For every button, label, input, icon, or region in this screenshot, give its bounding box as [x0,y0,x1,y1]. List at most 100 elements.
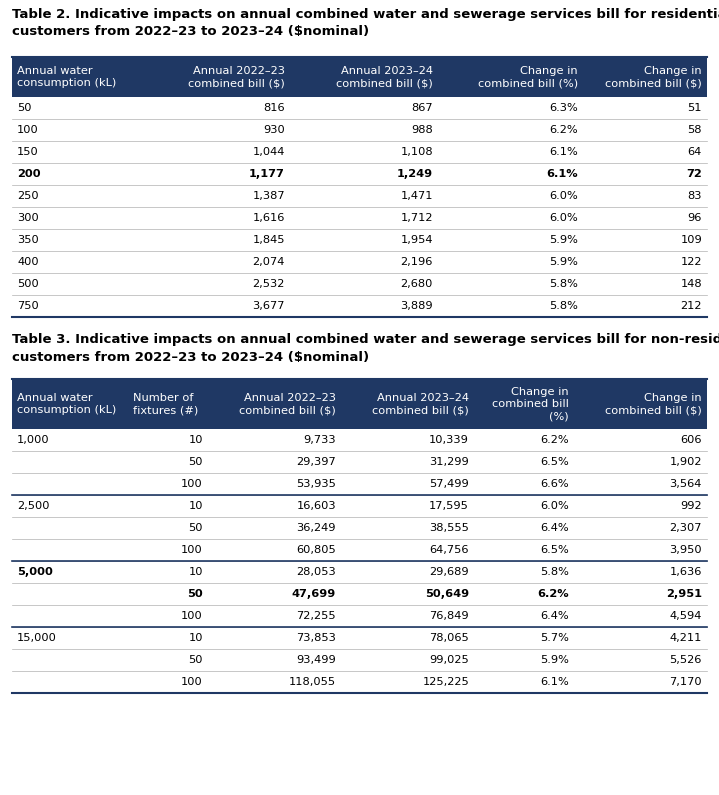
Text: 83: 83 [687,191,702,201]
Text: 50: 50 [187,589,203,599]
Text: 76,849: 76,849 [429,611,469,621]
Text: 816: 816 [263,103,285,113]
Text: 1,902: 1,902 [669,457,702,467]
Text: 150: 150 [17,147,39,157]
Text: 3,889: 3,889 [400,301,433,311]
Text: 3,950: 3,950 [669,545,702,555]
Text: 6.4%: 6.4% [541,523,569,533]
Text: 5.8%: 5.8% [540,567,569,577]
Text: 28,053: 28,053 [296,567,336,577]
Text: 122: 122 [680,257,702,267]
Text: 10: 10 [188,633,203,643]
Text: 148: 148 [680,279,702,289]
Text: 992: 992 [680,501,702,511]
Text: 2,951: 2,951 [666,589,702,599]
Text: 47,699: 47,699 [292,589,336,599]
Text: Table 3. Indicative impacts on annual combined water and sewerage services bill : Table 3. Indicative impacts on annual co… [12,333,719,363]
Text: 1,845: 1,845 [252,235,285,245]
Text: 1,712: 1,712 [400,213,433,223]
Text: Change in
combined bill
(%): Change in combined bill (%) [492,386,569,421]
Text: 1,249: 1,249 [397,169,433,179]
Text: 38,555: 38,555 [429,523,469,533]
Text: 57,499: 57,499 [429,479,469,489]
Text: 100: 100 [181,545,203,555]
Text: 64,756: 64,756 [429,545,469,555]
Text: 5,000: 5,000 [17,567,53,577]
Text: 78,065: 78,065 [429,633,469,643]
Text: 100: 100 [17,125,39,135]
Text: 16,603: 16,603 [296,501,336,511]
Text: 5.8%: 5.8% [549,279,578,289]
Text: 606: 606 [680,435,702,445]
Text: 5.9%: 5.9% [540,655,569,665]
Text: 6.5%: 6.5% [540,545,569,555]
Text: 29,397: 29,397 [296,457,336,467]
Text: 29,689: 29,689 [429,567,469,577]
Text: 10: 10 [188,435,203,445]
Text: 60,805: 60,805 [296,545,336,555]
Text: 6.0%: 6.0% [549,213,578,223]
Text: 5.8%: 5.8% [549,301,578,311]
Text: 750: 750 [17,301,39,311]
Text: 10: 10 [188,501,203,511]
Text: 3,564: 3,564 [669,479,702,489]
Text: 2,074: 2,074 [252,257,285,267]
Text: 6.0%: 6.0% [540,501,569,511]
Text: 10,339: 10,339 [429,435,469,445]
Text: 58: 58 [687,125,702,135]
Text: 6.3%: 6.3% [549,103,578,113]
Text: 250: 250 [17,191,39,201]
Text: Annual 2023–24
combined bill ($): Annual 2023–24 combined bill ($) [372,393,469,415]
Text: 3,677: 3,677 [252,301,285,311]
Text: 1,954: 1,954 [400,235,433,245]
Text: Annual water
consumption (kL): Annual water consumption (kL) [17,393,116,415]
Text: 1,177: 1,177 [249,169,285,179]
Text: 1,471: 1,471 [400,191,433,201]
Text: 2,307: 2,307 [669,523,702,533]
Text: 1,616: 1,616 [252,213,285,223]
Text: 125,225: 125,225 [422,677,469,687]
Text: 5.9%: 5.9% [549,257,578,267]
Text: 53,935: 53,935 [296,479,336,489]
Text: 6.2%: 6.2% [549,125,578,135]
Text: 2,680: 2,680 [400,279,433,289]
Text: 50: 50 [17,103,32,113]
Text: 400: 400 [17,257,39,267]
Text: 6.4%: 6.4% [541,611,569,621]
Text: 72: 72 [686,169,702,179]
Text: 99,025: 99,025 [429,655,469,665]
Text: 100: 100 [181,479,203,489]
Text: 96: 96 [687,213,702,223]
Text: 17,595: 17,595 [429,501,469,511]
Text: 1,636: 1,636 [669,567,702,577]
Text: 4,211: 4,211 [669,633,702,643]
Text: 36,249: 36,249 [296,523,336,533]
Text: 2,532: 2,532 [252,279,285,289]
Text: 10: 10 [188,567,203,577]
Text: 350: 350 [17,235,39,245]
Bar [12,379,707,429]
Text: 300: 300 [17,213,39,223]
Text: 6.5%: 6.5% [540,457,569,467]
Text: Number of
fixtures (#): Number of fixtures (#) [133,393,198,415]
Text: 72,255: 72,255 [296,611,336,621]
Text: Change in
combined bill ($): Change in combined bill ($) [605,66,702,88]
Text: 930: 930 [263,125,285,135]
Text: Annual water
consumption (kL): Annual water consumption (kL) [17,66,116,88]
Text: 5,526: 5,526 [669,655,702,665]
Text: 93,499: 93,499 [296,655,336,665]
Text: 6.2%: 6.2% [537,589,569,599]
Text: 4,594: 4,594 [669,611,702,621]
Text: 212: 212 [680,301,702,311]
Text: 7,170: 7,170 [669,677,702,687]
Text: 5.9%: 5.9% [549,235,578,245]
Bar [12,57,707,97]
Text: 118,055: 118,055 [289,677,336,687]
Text: 200: 200 [17,169,41,179]
Text: 988: 988 [411,125,433,135]
Text: 1,108: 1,108 [400,147,433,157]
Text: Change in
combined bill ($): Change in combined bill ($) [605,393,702,415]
Text: 867: 867 [411,103,433,113]
Text: 500: 500 [17,279,39,289]
Text: Change in
combined bill (%): Change in combined bill (%) [478,66,578,88]
